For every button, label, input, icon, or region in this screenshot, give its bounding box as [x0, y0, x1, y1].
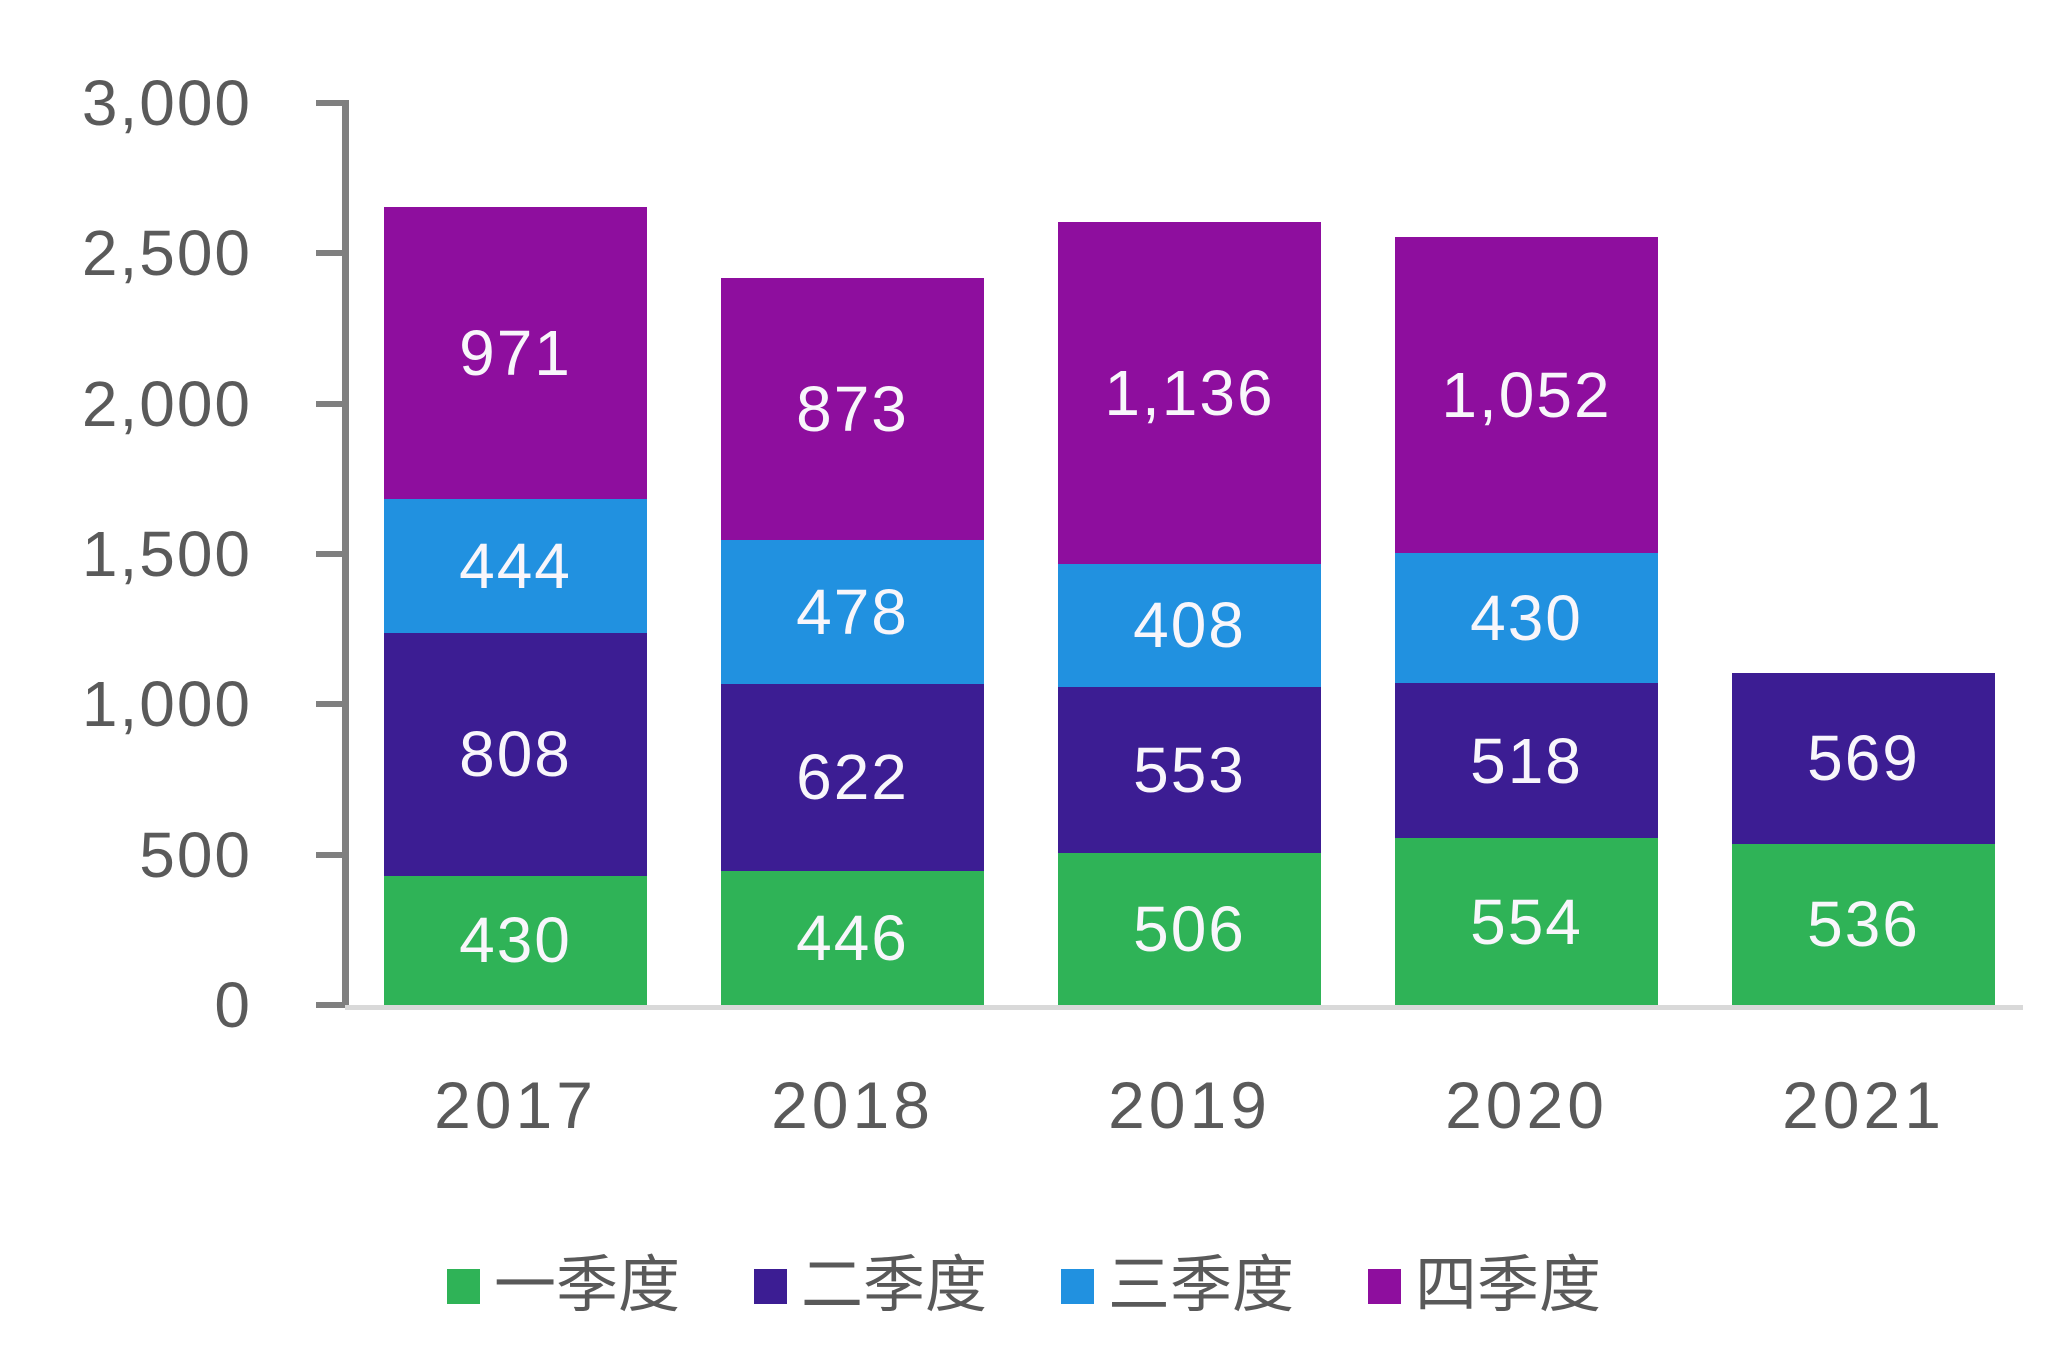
y-axis-tick-mark	[316, 851, 345, 858]
y-axis-tick-mark	[316, 100, 345, 106]
y-axis-tick-mark	[316, 250, 345, 257]
legend-series-label: 四季度	[1415, 1251, 1602, 1320]
bar-value-label: 622	[796, 741, 909, 814]
bar-segment-2019-q3: 408	[1058, 563, 1321, 687]
bar-value-label: 569	[1807, 722, 1920, 795]
bar-value-label: 408	[1133, 589, 1246, 662]
x-axis-category-label: 2018	[771, 1068, 934, 1142]
bar-segment-2020-q4: 1,052	[1395, 237, 1658, 554]
bar-segment-2017-q3: 444	[384, 499, 647, 633]
legend-color-swatch	[1368, 1268, 1402, 1304]
bar-segment-2020-q2: 518	[1395, 682, 1658, 839]
bar-segment-2017-q2: 808	[384, 632, 647, 876]
y-axis-tick-label: 1,000	[81, 668, 252, 741]
bar-value-label: 808	[459, 718, 572, 791]
bar-segment-2021-q2: 569	[1732, 672, 1995, 844]
y-axis-tick-label: 2,000	[81, 367, 252, 440]
bar-value-label: 446	[796, 901, 909, 974]
legend-item-q2: 二季度	[753, 1251, 987, 1320]
bar-value-label: 518	[1470, 724, 1583, 797]
bar-segment-2020-q1: 554	[1395, 838, 1658, 1005]
bar-segment-2020-q3: 430	[1395, 553, 1658, 683]
legend-series-label: 三季度	[1108, 1251, 1295, 1320]
bar-segment-2018-q2: 622	[721, 683, 984, 871]
legend-item-q4: 四季度	[1368, 1255, 1601, 1317]
x-axis-category-label: 2020	[1445, 1068, 1608, 1142]
y-axis-tick-mark	[316, 701, 345, 708]
bar-segment-2019-q4: 1,136	[1058, 222, 1321, 564]
bar-segment-2019-q2: 553	[1058, 686, 1321, 853]
bar-value-label: 1,136	[1104, 357, 1275, 430]
y-axis-tick-label: 1,500	[81, 518, 252, 590]
legend-color-swatch	[446, 1268, 480, 1304]
bar-segment-2017-q4: 971	[384, 207, 647, 500]
y-axis-tick-label: 0	[214, 969, 252, 1041]
legend-series-label: 二季度	[800, 1251, 987, 1320]
y-axis-tick-mark	[316, 1002, 345, 1008]
bar-segment-2018-q3: 478	[721, 540, 984, 684]
bar-value-label: 444	[459, 530, 572, 602]
bar-value-label: 430	[459, 904, 572, 977]
bar-value-label: 971	[459, 317, 572, 390]
y-axis-tick-label: 3,000	[81, 67, 252, 139]
bar-segment-2019-q1: 506	[1058, 852, 1321, 1005]
bar-value-label: 506	[1133, 892, 1246, 965]
bar-value-label: 554	[1470, 885, 1583, 958]
bar-segment-2018-q4: 873	[721, 277, 984, 541]
legend-color-swatch	[1061, 1268, 1094, 1304]
legend-series-label: 一季度	[493, 1251, 680, 1320]
x-axis-baseline	[345, 1005, 2023, 1010]
legend-item-q1: 一季度	[446, 1251, 680, 1320]
legend-item-q3: 三季度	[1061, 1255, 1294, 1317]
y-axis-tick-mark	[316, 551, 345, 557]
x-axis-category-label: 2021	[1782, 1068, 1945, 1142]
bar-value-label: 478	[796, 576, 909, 648]
bar-value-label: 536	[1807, 888, 1920, 961]
bar-segment-2018-q1: 446	[721, 870, 984, 1005]
bar-value-label: 873	[796, 372, 909, 445]
legend: 一季度 二季度 三季度 四季度	[0, 1238, 2048, 1334]
bar-value-label: 1,052	[1441, 359, 1612, 432]
y-axis-tick-label: 2,500	[81, 217, 252, 290]
y-axis-tick-label: 500	[139, 818, 252, 891]
bar-segment-2017-q1: 430	[384, 875, 647, 1005]
legend-color-swatch	[753, 1268, 787, 1304]
x-axis-category-label: 2019	[1108, 1068, 1271, 1142]
bar-value-label: 553	[1133, 733, 1246, 806]
x-axis-category-label: 2017	[434, 1068, 597, 1142]
y-axis-line	[342, 100, 349, 1008]
bar-value-label: 430	[1470, 582, 1583, 655]
bar-segment-2021-q1: 536	[1732, 843, 1995, 1005]
y-axis-tick-mark	[316, 400, 345, 407]
